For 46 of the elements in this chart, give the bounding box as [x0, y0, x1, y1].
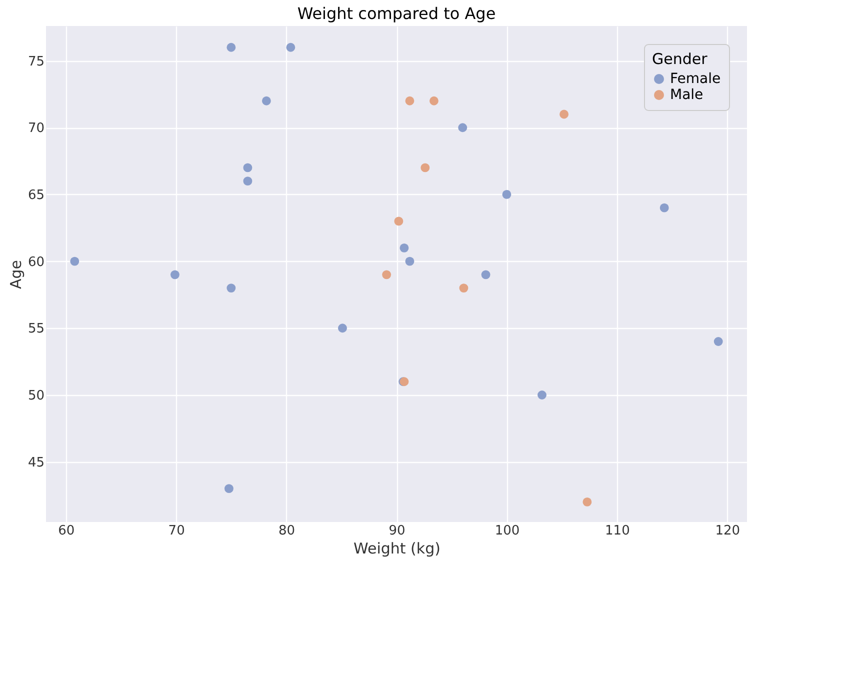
- y-tick-label: 70: [28, 121, 44, 136]
- y-tick-label: 45: [28, 455, 44, 470]
- point: [400, 243, 409, 252]
- point: [70, 256, 80, 266]
- point: [502, 190, 512, 199]
- y-tick-label: 75: [28, 54, 44, 70]
- x-tick-label: 80: [278, 524, 296, 538]
- point: [405, 96, 414, 106]
- y-axis-title: Age: [6, 260, 25, 290]
- point: [286, 42, 296, 52]
- legend-title: Gender: [652, 50, 708, 68]
- point: [430, 96, 438, 106]
- x-tick-label: 90: [388, 524, 406, 538]
- point: [481, 270, 490, 280]
- point: [538, 390, 546, 400]
- x-tick-label: 60: [58, 524, 75, 538]
- point: [582, 497, 592, 506]
- point: [405, 256, 414, 266]
- point: [458, 123, 468, 132]
- point: [560, 110, 569, 119]
- point: [243, 176, 252, 186]
- chart-title: Weight compared to Age: [297, 4, 496, 23]
- legend-label: Male: [670, 87, 704, 103]
- point: [459, 284, 468, 292]
- point: [243, 163, 252, 172]
- point: [224, 484, 234, 494]
- x-axis-title: Weight (kg): [354, 540, 440, 558]
- point: [262, 96, 271, 106]
- y-tick-label: 60: [28, 254, 44, 270]
- y-tick-label: 55: [28, 322, 44, 337]
- point: [660, 203, 669, 212]
- point: [338, 324, 347, 333]
- x-tick-label: 110: [605, 524, 630, 538]
- legend-label: Female: [670, 71, 721, 87]
- point: [170, 270, 180, 280]
- y-tick-label: 65: [28, 188, 44, 203]
- x-tick-label: 70: [168, 524, 185, 538]
- x-tick-label: 120: [715, 524, 740, 538]
- x-tick-label: 100: [494, 524, 520, 538]
- point: [382, 270, 392, 280]
- point: [394, 216, 404, 226]
- point: [714, 337, 723, 346]
- point: [226, 284, 236, 292]
- point: [226, 42, 236, 52]
- point: [420, 163, 430, 172]
- y-tick-label: 50: [28, 388, 44, 404]
